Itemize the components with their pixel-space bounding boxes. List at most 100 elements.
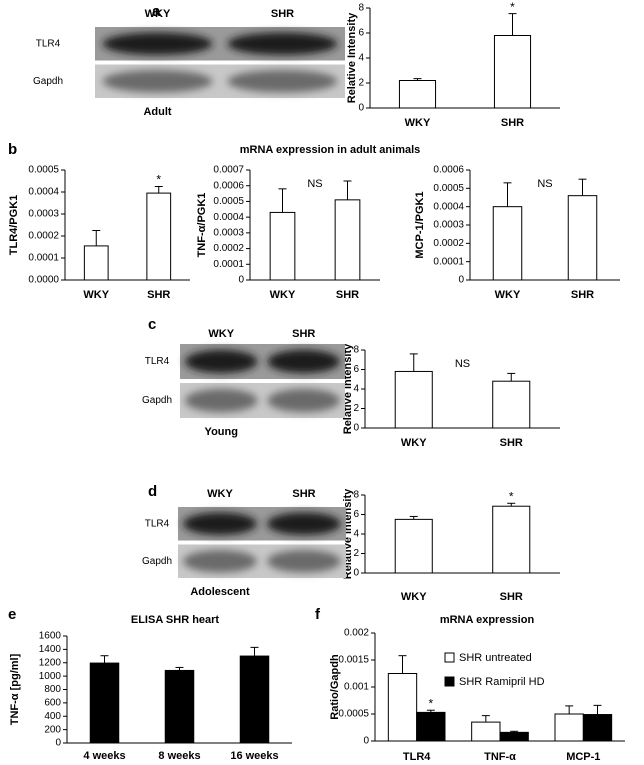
x-tick-label: WKY [495,289,521,301]
y-tick-label: 1200 [39,657,62,668]
error-bar [175,666,184,671]
y-tick-label: 0.0003 [213,227,244,238]
y-tick-label: 2 [353,403,359,414]
y-tick-label: 4 [353,529,359,540]
y-tick-label: 8 [353,490,359,501]
x-tick-label: WKY [401,437,427,449]
bar [89,662,120,744]
blot-lane-label: WKY [207,488,233,500]
x-tick-label: MCP-1 [566,751,600,763]
y-tick-label: 200 [44,724,61,735]
panel-letter: c [148,316,156,333]
bar [492,505,531,574]
blot-band [227,70,338,93]
error-bar [503,182,512,207]
legend-label: SHR untreated [459,652,532,664]
annotation: NS [307,178,322,190]
y-tick-label: 0.0015 [338,655,369,666]
blot-band [183,512,257,535]
y-tick-label: 0.0005 [433,183,464,194]
y-tick-label: 0.0004 [28,187,59,198]
x-tick-label: 4 weeks [83,750,125,762]
blot-row-label: TLR4 [145,518,170,529]
y-axis-title: TNF-α [pg/ml] [9,653,21,725]
legend-swatch [444,652,455,663]
error-bar [409,515,418,520]
blot-band [183,550,257,573]
y-tick-label: 0 [458,275,464,286]
error-bar [593,704,602,715]
y-axis-title: TLR4/PGK1 [8,195,20,256]
y-tick-label: 0.0003 [28,209,59,220]
bar [499,731,529,742]
blot-lane-label: SHR [292,488,315,500]
blot-band [102,32,213,55]
y-tick-label: 1400 [39,644,62,655]
bar [493,35,532,109]
blot-lane-label: WKY [145,8,171,20]
y-tick-label: 0.0006 [213,180,244,191]
y-tick-label: 0 [55,738,61,749]
error-bar [100,655,109,664]
error-bar [278,188,287,213]
blot-row-label: Gapdh [33,76,63,87]
y-tick-label: 0.0003 [433,220,464,231]
y-axis-title: TNF-α/PGK1 [196,193,208,258]
y-tick-label: 0.0001 [433,256,464,267]
blot-band [267,388,341,413]
significance-mark: * [510,0,515,14]
blot-caption: Adult [143,106,171,118]
y-tick-label: 0.0004 [433,201,464,212]
y-tick-label: 0.0001 [213,259,244,270]
bar [492,380,531,429]
error-bar [507,502,516,507]
legend-label: SHR Ramipril HD [459,676,545,688]
x-tick-label: TLR4 [403,751,431,763]
blot-lane-label: SHR [292,328,315,340]
x-tick-label: TNF-α [484,751,516,763]
y-tick-label: 2 [358,78,364,89]
x-tick-label: SHR [500,591,523,603]
y-tick-label: 1600 [39,631,62,642]
x-tick-label: SHR [147,289,170,301]
legend-swatch [444,676,455,687]
y-tick-label: 800 [44,684,61,695]
panel-letter: d [148,483,157,500]
annotation: NS [455,358,470,370]
bar [398,80,437,109]
error-bar [154,186,163,194]
y-tick-label: 2 [353,548,359,559]
y-tick-label: 0 [353,423,359,434]
y-tick-label: 4 [358,53,364,64]
blot-band [184,388,258,413]
bar [471,721,501,742]
panel-letter: a [152,3,161,20]
bar [387,673,418,742]
y-axis-title: Ratio/Gapdh [329,654,341,720]
bar [554,713,584,742]
bar [394,518,433,574]
y-tick-label: 8 [358,3,364,14]
y-tick-label: 0.0002 [433,238,464,249]
chart-title: mRNA expression [440,614,535,626]
blot-band [267,550,341,573]
bar [567,195,598,281]
chart-title: mRNA expression in adult animals [240,144,421,156]
blot-lane-label: SHR [271,8,294,20]
blot-band [227,32,338,55]
x-tick-label: SHR [500,437,523,449]
error-bar [578,178,587,196]
bar [83,245,109,281]
bar [416,711,446,742]
blot-band [267,512,341,535]
y-tick-label: 0.0005 [338,709,369,720]
y-tick-label: 1000 [39,671,62,682]
error-bar [565,705,574,714]
x-tick-label: SHR [501,117,524,129]
y-axis-title: MCP-1/PGK1 [414,191,426,258]
error-bar [508,13,517,36]
y-tick-label: 0.0005 [213,196,244,207]
y-tick-label: 8 [353,345,359,356]
y-tick-label: 0.001 [344,682,369,693]
error-bar [426,709,435,713]
